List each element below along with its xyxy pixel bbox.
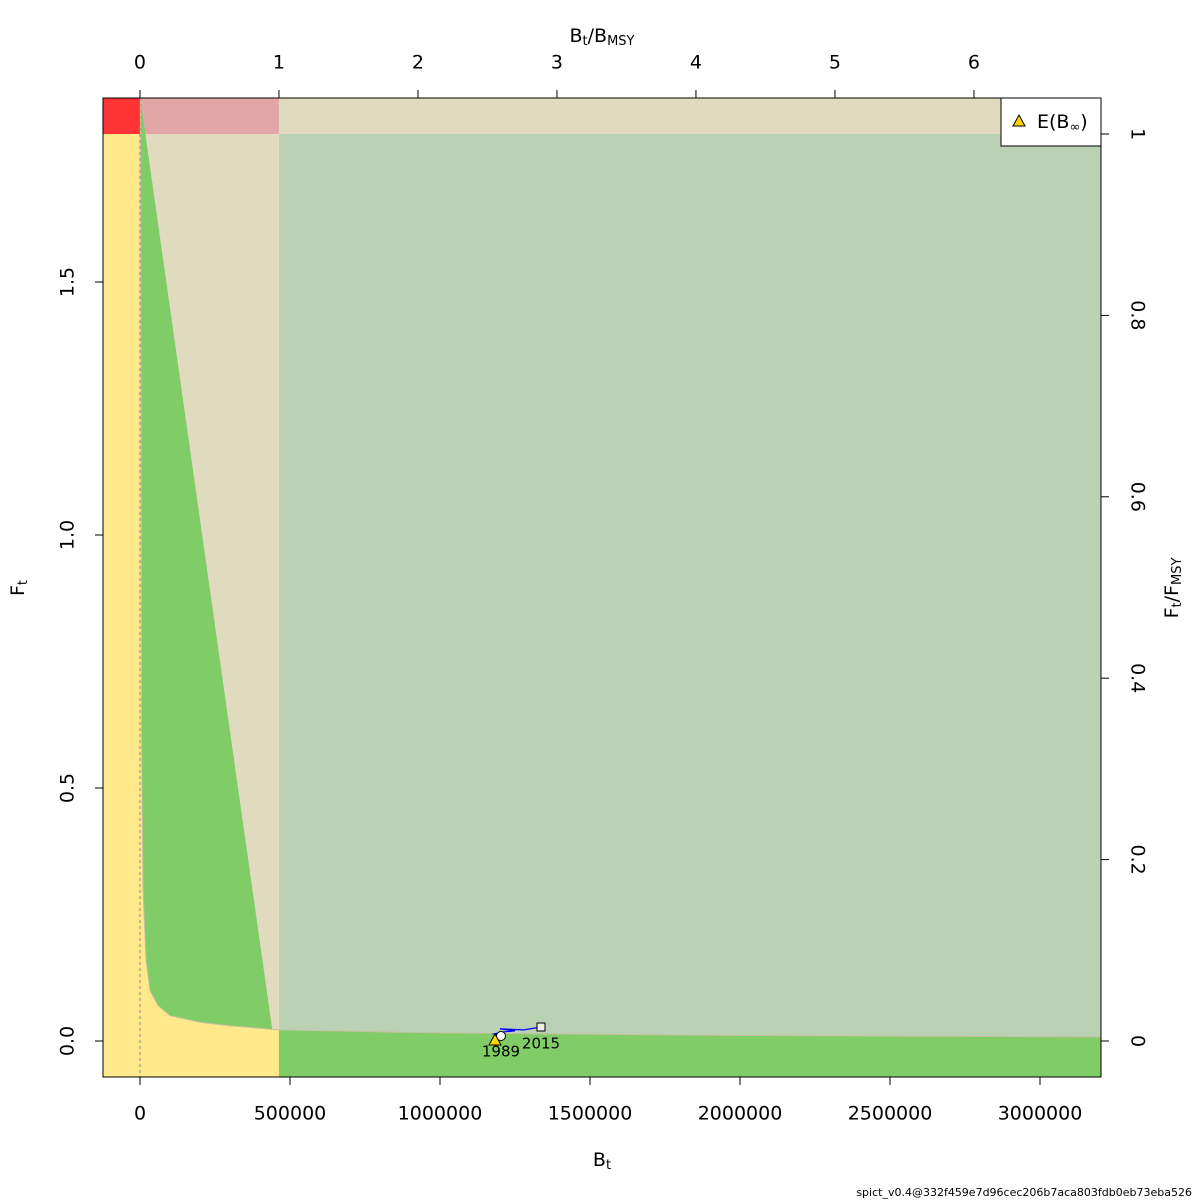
y2-axis-title: Ft/FMSY [1161, 558, 1185, 619]
trajectory [491, 1026, 542, 1037]
x2-tick-label: 3 [551, 52, 563, 74]
x2-tick-label: 0 [134, 52, 146, 74]
x2-tick-label: 2 [412, 52, 424, 74]
legend-label-part: ∞ [1069, 120, 1080, 135]
y2-tick-label: 0.6 [1127, 482, 1149, 512]
region-green [140, 99, 1101, 1077]
x-axis-title-part: B [593, 1149, 606, 1171]
y-tick-label: 0.5 [57, 773, 79, 803]
y2-tick-label: 1 [1127, 128, 1149, 140]
region-lightgreen [278, 134, 1101, 1077]
y-tick-label: 0.0 [57, 1026, 79, 1056]
end-point [536, 1022, 546, 1032]
x-axis-title: Bt [593, 1149, 611, 1173]
region-tan [278, 98, 1101, 135]
x-tick-label: 1000000 [398, 1103, 483, 1125]
year-label: 2015 [522, 1035, 560, 1053]
x2-tick-label: 1 [273, 52, 285, 74]
x-tick-label: 0 [134, 1103, 146, 1125]
y2-axis-title-part: t [1170, 602, 1185, 607]
x2-axis-title-part: MSY [607, 34, 634, 49]
x2-tick-label: 5 [829, 52, 841, 74]
legend-label-part: ) [1080, 111, 1087, 133]
plot-frame [102, 97, 1102, 1078]
x2-axis-title-part: t [583, 34, 588, 49]
x-tick-label: 1500000 [548, 1103, 633, 1125]
y2-tick-label: 0.4 [1127, 663, 1149, 693]
x-axis-title-part: t [606, 1158, 611, 1173]
x2-tick-label: 4 [690, 52, 702, 74]
y2-axis-title-part: /F [1161, 585, 1183, 602]
x2-axis-title: Bt/BMSY [569, 25, 634, 49]
x2-tick-label: 6 [968, 52, 980, 74]
year-label: 1989 [482, 1043, 520, 1061]
region-red [103, 98, 140, 135]
x-tick-label: 2000000 [698, 1103, 783, 1125]
x2-axis-title-part: /B [588, 25, 607, 47]
y-tick-label: 1.5 [57, 267, 79, 297]
y2-axis-title-part: MSY [1170, 558, 1185, 585]
legend-label: E(B∞) [1037, 111, 1088, 135]
x-tick-label: 2500000 [848, 1103, 933, 1125]
y2-tick-label: 0 [1127, 1035, 1149, 1047]
boundary-curve [140, 99, 1101, 1038]
x2-axis-title-part: B [569, 25, 582, 47]
y2-axis-title-part: F [1161, 607, 1183, 618]
legend-label-part: E(B [1037, 111, 1069, 133]
equilibrium-point [488, 1032, 502, 1046]
y-tick-label: 1.0 [57, 520, 79, 550]
y-axis-title: Ft [7, 580, 31, 596]
y2-tick-label: 0.8 [1127, 300, 1149, 330]
x-tick-label: 500000 [254, 1103, 327, 1125]
region-pink [139, 98, 279, 135]
y2-tick-label: 0.2 [1127, 844, 1149, 874]
x-tick-label: 3000000 [998, 1103, 1083, 1125]
y-axis-title-part: t [16, 580, 31, 585]
y-axis-title-part: F [7, 585, 29, 596]
region-yellow [103, 134, 140, 1077]
footer: spict_v0.4@332f459e7d96cec206b7aca803fdb… [856, 1186, 1192, 1199]
legend-marker [1012, 113, 1026, 127]
